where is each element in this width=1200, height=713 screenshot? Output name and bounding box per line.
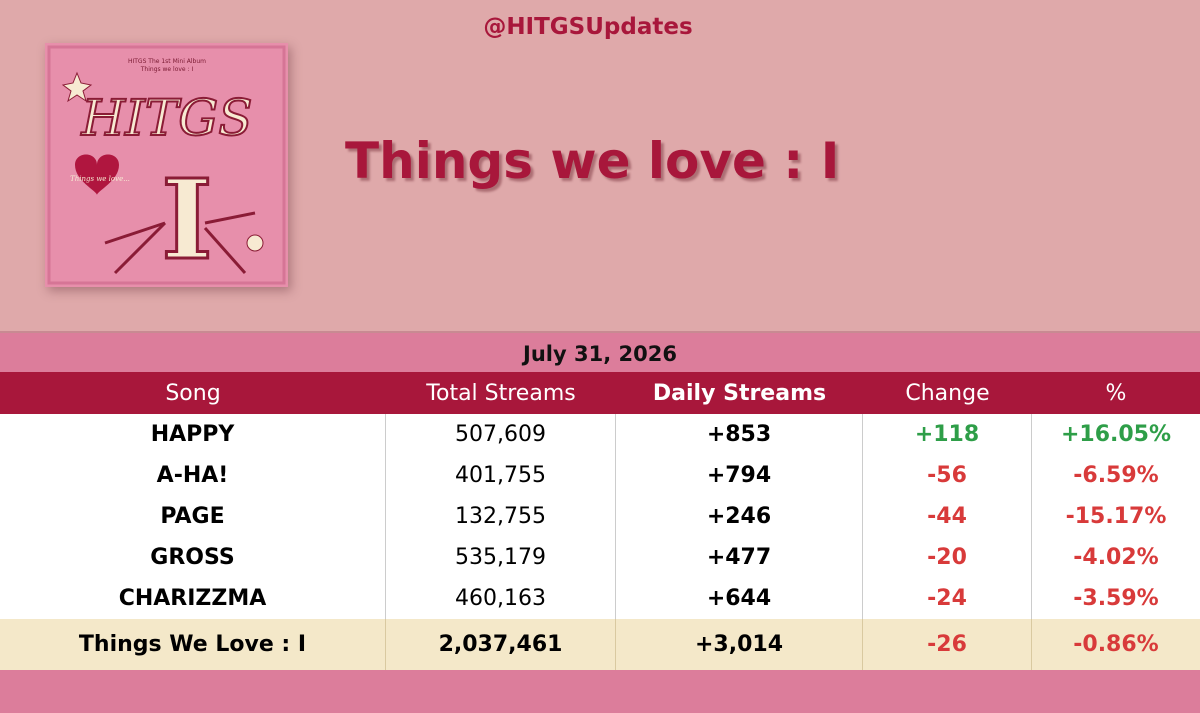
- column-header: %: [1105, 381, 1127, 406]
- table-row: A-HA! 401,755 +794 -56 -6.59%: [0, 455, 1200, 497]
- table-cell: CHARIZZMA: [0, 578, 386, 619]
- table-cell: +16.05%: [1060, 422, 1172, 447]
- table-cell: +794: [616, 455, 863, 496]
- column-header: Song: [165, 381, 221, 406]
- table-cell: GROSS: [0, 537, 386, 578]
- svg-text:I: I: [161, 155, 212, 284]
- table-row: CHARIZZMA 460,163 +644 -24 -3.59%: [0, 578, 1200, 620]
- total-cell: +3,014: [616, 619, 863, 670]
- table-row: HAPPY 507,609 +853 +118 +16.05%: [0, 414, 1200, 456]
- cover-logo: HITGS: [81, 89, 253, 147]
- table-cell: 401,755: [386, 455, 616, 496]
- album-cover: HITGS The 1st Mini Album Things we love …: [45, 43, 288, 287]
- table-cell: 132,755: [386, 496, 616, 537]
- table-cell: 507,609: [386, 414, 616, 455]
- table-cell: -3.59%: [1073, 586, 1159, 611]
- cover-caption-title: Things we love : I: [140, 66, 194, 73]
- table-cell: -56: [863, 455, 1032, 496]
- table-cell: -4.02%: [1073, 545, 1159, 570]
- total-cell: -0.86%: [1073, 632, 1159, 657]
- table-cell: -15.17%: [1065, 504, 1167, 529]
- total-row: Things We Love : I 2,037,461 +3,014 -26 …: [0, 619, 1200, 670]
- table-cell: 460,163: [386, 578, 616, 619]
- table-cell: HAPPY: [0, 414, 386, 455]
- table-cell: -6.59%: [1073, 463, 1159, 488]
- cover-script: Things we love...: [70, 175, 130, 183]
- table-cell: 535,179: [386, 537, 616, 578]
- date: July 31, 2026: [0, 333, 1200, 372]
- table-cell: +118: [863, 414, 1032, 455]
- total-cell: -26: [863, 619, 1032, 670]
- table-cell: +853: [616, 414, 863, 455]
- table-cell: +246: [616, 496, 863, 537]
- table-cell: +477: [616, 537, 863, 578]
- table-cell: A-HA!: [0, 455, 386, 496]
- table-row: PAGE 132,755 +246 -44 -15.17%: [0, 496, 1200, 538]
- total-cell: 2,037,461: [386, 619, 616, 670]
- table-row: GROSS 535,179 +477 -20 -4.02%: [0, 537, 1200, 579]
- table-cell: -24: [863, 578, 1032, 619]
- total-cell: Things We Love : I: [0, 619, 386, 670]
- table-cell: -44: [863, 496, 1032, 537]
- table-cell: PAGE: [0, 496, 386, 537]
- table-cell: -20: [863, 537, 1032, 578]
- column-header: Change: [905, 381, 990, 406]
- handle: @HITGSUpdates: [483, 14, 693, 40]
- table-cell: +644: [616, 578, 863, 619]
- album-title: Things we love : I: [345, 132, 840, 190]
- table-header: Song Total Streams Daily Streams Change …: [0, 372, 1200, 414]
- cover-caption: HITGS The 1st Mini Album: [128, 58, 206, 65]
- column-header: Total Streams: [426, 381, 576, 406]
- column-header: Daily Streams: [652, 381, 827, 406]
- footer-band: [0, 670, 1200, 713]
